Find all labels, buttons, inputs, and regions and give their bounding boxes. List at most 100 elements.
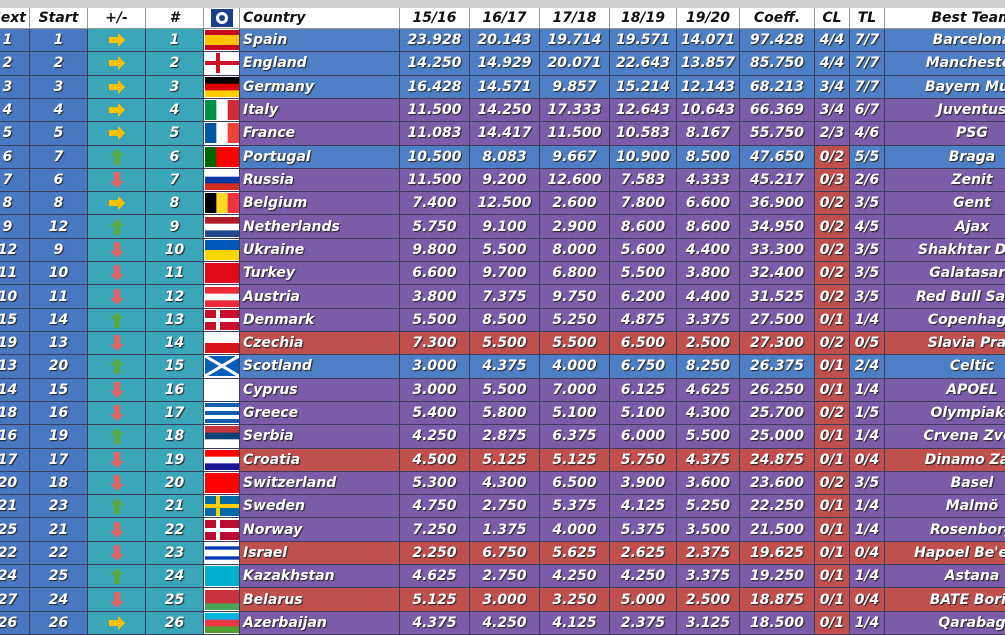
country: Belgium xyxy=(240,192,400,216)
trend xyxy=(88,448,146,472)
flag-cell xyxy=(204,52,240,76)
season-coefficient: 19.571 xyxy=(610,29,677,53)
country: Norway xyxy=(240,518,400,542)
uefa-icon xyxy=(210,9,233,27)
season-coefficient: 2.625 xyxy=(610,541,677,566)
next-rank: 20 xyxy=(0,471,30,496)
flag xyxy=(204,193,239,214)
flag-cell xyxy=(204,285,240,309)
rank: 19 xyxy=(146,448,204,472)
cl-teams: 0/1 xyxy=(815,518,850,542)
flag-cell xyxy=(204,75,240,99)
coefficient: 27.300 xyxy=(740,332,815,356)
country: Greece xyxy=(240,401,400,426)
tl-teams: 7/7 xyxy=(850,52,885,76)
next-rank: 27 xyxy=(0,588,30,612)
start-rank: 16 xyxy=(30,401,88,426)
rank: 14 xyxy=(146,332,204,356)
trend-arrow xyxy=(109,241,124,258)
trend-arrow xyxy=(109,405,124,422)
season-coefficient: 5.600 xyxy=(610,238,677,263)
start-rank: 12 xyxy=(30,215,88,239)
season-coefficient: 6.800 xyxy=(540,262,610,286)
flag xyxy=(204,216,239,237)
start-rank: 10 xyxy=(30,262,88,286)
coefficient: 66.369 xyxy=(740,98,815,123)
season-coefficient: 2.500 xyxy=(677,588,740,612)
flag xyxy=(204,426,239,447)
season-coefficient: 4.400 xyxy=(677,238,740,263)
rank: 1 xyxy=(146,29,204,53)
best-team: Malmö xyxy=(885,495,1005,519)
flag-cell xyxy=(204,355,240,379)
season-coefficient: 14.417 xyxy=(470,122,540,146)
flag-cell xyxy=(204,98,240,123)
next-rank: 17 xyxy=(0,448,30,472)
header-cell: Best Team xyxy=(885,8,1005,29)
season-coefficient: 5.300 xyxy=(400,471,470,496)
start-rank: 26 xyxy=(30,611,88,635)
header-cell: Start xyxy=(30,8,88,29)
start-rank: 21 xyxy=(30,518,88,542)
trend-arrow xyxy=(109,171,124,188)
flag-cell xyxy=(204,29,240,53)
flag-cell xyxy=(204,425,240,449)
flag xyxy=(204,239,239,260)
season-coefficient: 5.100 xyxy=(540,401,610,426)
best-team: Ajax xyxy=(885,215,1005,239)
country: Switzerland xyxy=(240,471,400,496)
trend xyxy=(88,52,146,76)
header-cell: 19/20 xyxy=(677,8,740,29)
trend xyxy=(88,215,146,239)
trend xyxy=(88,471,146,496)
flag xyxy=(204,449,239,470)
start-rank: 6 xyxy=(30,168,88,193)
flag-cell xyxy=(204,192,240,216)
next-rank: 24 xyxy=(0,565,30,589)
season-coefficient: 7.250 xyxy=(400,518,470,542)
flag xyxy=(204,472,239,493)
flag-cell xyxy=(204,168,240,193)
start-rank: 22 xyxy=(30,541,88,566)
season-coefficient: 8.083 xyxy=(470,145,540,169)
next-rank: 8 xyxy=(0,192,30,216)
tl-teams: 2/6 xyxy=(850,168,885,193)
season-coefficient: 22.643 xyxy=(610,52,677,76)
season-coefficient: 9.200 xyxy=(470,168,540,193)
trend xyxy=(88,168,146,193)
tl-teams: 3/5 xyxy=(850,192,885,216)
season-coefficient: 6.500 xyxy=(610,332,677,356)
trend-arrow xyxy=(109,451,124,468)
rank: 18 xyxy=(146,425,204,449)
start-rank: 24 xyxy=(30,588,88,612)
next-rank: 26 xyxy=(0,611,30,635)
next-rank: 3 xyxy=(0,75,30,99)
start-rank: 1 xyxy=(30,29,88,53)
next-rank: 25 xyxy=(0,518,30,542)
next-rank: 2 xyxy=(0,52,30,76)
country: Austria xyxy=(240,285,400,309)
trend xyxy=(88,332,146,356)
tl-teams: 1/4 xyxy=(850,425,885,449)
header-cell: Coeff. xyxy=(740,8,815,29)
season-coefficient: 11.500 xyxy=(540,122,610,146)
tl-teams: 1/5 xyxy=(850,401,885,426)
country: Belarus xyxy=(240,588,400,612)
season-coefficient: 9.750 xyxy=(540,285,610,309)
country: Serbia xyxy=(240,425,400,449)
trend-arrow xyxy=(109,358,124,375)
rank: 26 xyxy=(146,611,204,635)
trend xyxy=(88,29,146,53)
rank: 4 xyxy=(146,98,204,123)
start-rank: 8 xyxy=(30,192,88,216)
cl-teams: 2/3 xyxy=(815,122,850,146)
flag xyxy=(204,379,239,400)
trend xyxy=(88,495,146,519)
season-coefficient: 6.125 xyxy=(610,378,677,402)
season-coefficient: 6.750 xyxy=(470,541,540,566)
tl-teams: 1/4 xyxy=(850,611,885,635)
best-team: Olympiako xyxy=(885,401,1005,426)
trend xyxy=(88,98,146,123)
